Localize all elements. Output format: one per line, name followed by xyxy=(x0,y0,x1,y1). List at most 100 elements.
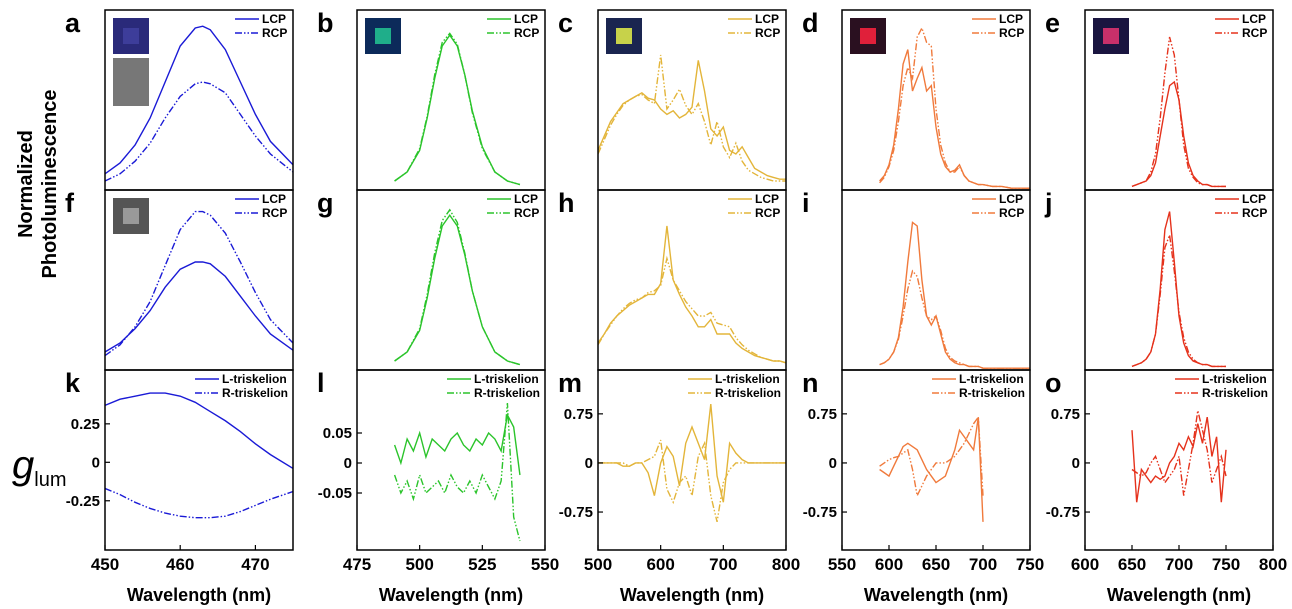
panel-label: l xyxy=(317,368,325,398)
y-tick-label: -0.75 xyxy=(803,504,837,521)
x-tick-label: 460 xyxy=(166,555,194,574)
panel-label: i xyxy=(802,188,810,218)
x-tick-label: 600 xyxy=(875,555,903,574)
data-line xyxy=(1131,234,1226,368)
y-axis-label-main: g xyxy=(12,443,34,487)
data-line xyxy=(394,33,521,186)
x-axis-label: Wavelength (nm) xyxy=(379,585,523,605)
legend-label: L-triskelion xyxy=(1202,372,1267,386)
x-tick-label: 800 xyxy=(1259,555,1287,574)
y-tick-label: 0.75 xyxy=(564,406,593,423)
y-tick-label: 0.75 xyxy=(808,406,837,423)
y-tick-label: 0.25 xyxy=(71,416,100,433)
data-line xyxy=(393,402,521,542)
y-tick-label: 0 xyxy=(829,455,837,472)
legend-label: LCP xyxy=(999,192,1023,206)
x-tick-label: 750 xyxy=(1212,555,1240,574)
legend-label: LCP xyxy=(514,192,538,206)
legend-label: LCP xyxy=(755,192,779,206)
data-line xyxy=(105,25,293,175)
x-tick-label: 470 xyxy=(241,555,269,574)
legend-label: L-triskelion xyxy=(959,372,1024,386)
legend-label: RCP xyxy=(514,26,539,40)
legend-label: R-triskelion xyxy=(222,386,288,400)
data-line xyxy=(879,49,1030,189)
data-line xyxy=(598,403,786,503)
x-tick-label: 450 xyxy=(91,555,119,574)
x-tick-label: 475 xyxy=(343,555,371,574)
legend-label: LCP xyxy=(262,12,286,26)
x-tick-label: 700 xyxy=(1165,555,1193,574)
y-tick-label: -0.75 xyxy=(559,504,593,521)
panel-label: f xyxy=(65,188,75,218)
panel-label: k xyxy=(65,368,81,398)
x-axis-label: Wavelength (nm) xyxy=(127,585,271,605)
panel-label: j xyxy=(1044,188,1053,218)
inset-image-sample xyxy=(1103,28,1119,44)
y-tick-label: -0.75 xyxy=(1046,504,1080,521)
plot-frame xyxy=(597,369,787,551)
inset-image-sample xyxy=(616,28,632,44)
x-tick-label: 700 xyxy=(969,555,997,574)
x-tick-label: 500 xyxy=(405,555,433,574)
data-line xyxy=(598,60,786,180)
panel-label: h xyxy=(558,188,575,218)
y-axis-label: glum xyxy=(12,443,66,491)
legend-label: LCP xyxy=(999,12,1023,26)
x-tick-label: 750 xyxy=(1016,555,1044,574)
legend-label: R-triskelion xyxy=(1202,386,1268,400)
panel-label: c xyxy=(558,8,573,38)
data-line xyxy=(1131,211,1226,368)
data-line xyxy=(879,417,984,522)
data-line xyxy=(598,225,786,364)
y-axis-label-sub: lum xyxy=(34,469,66,491)
y-tick-label: 0 xyxy=(1072,455,1080,472)
legend-label: RCP xyxy=(755,206,780,220)
data-line xyxy=(879,26,1030,189)
legend-label: RCP xyxy=(262,26,287,40)
y-axis-label: Normalized Photoluminescence xyxy=(15,89,61,279)
legend-label: R-triskelion xyxy=(715,386,781,400)
panel-label: o xyxy=(1045,368,1062,398)
x-axis-label: Wavelength (nm) xyxy=(1107,585,1251,605)
inset-sem xyxy=(113,58,149,106)
y-tick-label: 0.05 xyxy=(323,425,352,442)
legend-label: RCP xyxy=(999,26,1024,40)
x-tick-label: 650 xyxy=(1118,555,1146,574)
panel-label: m xyxy=(558,368,582,398)
legend-label: RCP xyxy=(999,206,1024,220)
x-tick-label: 550 xyxy=(531,555,559,574)
panel-label: d xyxy=(802,8,819,38)
x-tick-label: 600 xyxy=(1071,555,1099,574)
data-line xyxy=(598,439,786,523)
legend-label: R-triskelion xyxy=(474,386,540,400)
y-tick-label: 0 xyxy=(344,455,352,472)
x-tick-label: 500 xyxy=(584,555,612,574)
x-tick-label: 525 xyxy=(468,555,496,574)
legend-label: L-triskelion xyxy=(222,372,287,386)
legend-label: L-triskelion xyxy=(474,372,539,386)
legend-label: RCP xyxy=(262,206,287,220)
inset-image-sample xyxy=(123,28,139,44)
data-line xyxy=(1131,410,1227,496)
panel-label: b xyxy=(317,8,334,38)
data-line xyxy=(879,269,1030,369)
y-tick-label: -0.05 xyxy=(318,485,352,502)
y-tick-label: 0.75 xyxy=(1051,406,1080,423)
data-line xyxy=(393,412,521,476)
data-line xyxy=(394,213,521,366)
y-tick-label: -0.25 xyxy=(66,493,100,510)
legend-label: LCP xyxy=(755,12,779,26)
x-tick-label: 800 xyxy=(772,555,800,574)
data-line xyxy=(1131,80,1226,188)
x-axis-label: Wavelength (nm) xyxy=(864,585,1008,605)
data-line xyxy=(105,210,293,357)
y-tick-label: 0 xyxy=(92,454,100,471)
panel-label: e xyxy=(1045,8,1060,38)
data-line xyxy=(1131,417,1227,503)
legend-label: R-triskelion xyxy=(959,386,1025,400)
plot-frame xyxy=(356,369,546,551)
data-line xyxy=(879,221,1030,369)
data-line xyxy=(105,392,293,470)
x-tick-label: 550 xyxy=(828,555,856,574)
